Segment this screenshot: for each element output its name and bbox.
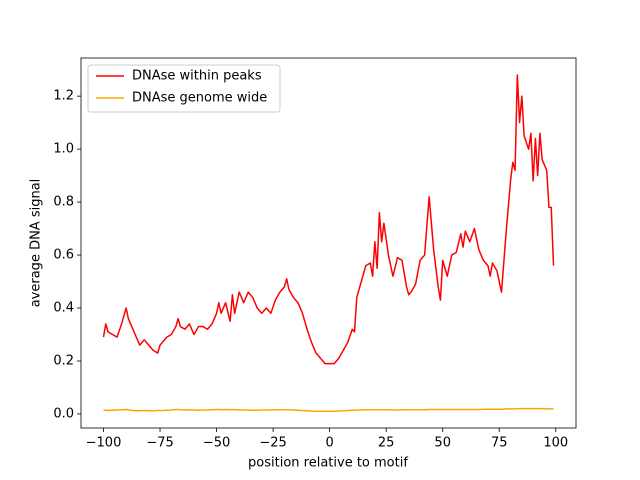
legend-label: DNAse genome wide xyxy=(132,91,267,106)
x-tick-label: −25 xyxy=(259,436,286,451)
data-line xyxy=(102,74,555,365)
legend-box xyxy=(87,64,281,113)
legend-label: DNAse within peaks xyxy=(132,69,262,84)
x-tick-label: −100 xyxy=(86,436,122,451)
y-tick-label: 0.8 xyxy=(53,195,74,210)
x-tick-label: −75 xyxy=(146,436,173,451)
y-tick-label: 0.6 xyxy=(53,248,74,263)
y-tick-label: 0.2 xyxy=(53,353,74,368)
x-tick-label: −50 xyxy=(203,436,230,451)
y-axis-label: average DNA signal xyxy=(29,179,44,308)
y-tick-label: 1.2 xyxy=(53,89,74,104)
y-tick-label: 0.0 xyxy=(53,406,74,421)
data-line xyxy=(103,407,554,413)
y-tick-label: 0.4 xyxy=(53,301,74,316)
plot-frame xyxy=(80,57,577,429)
x-tick-label: 25 xyxy=(378,436,395,451)
y-tick-label: 1.0 xyxy=(53,142,74,157)
x-tick-label: 75 xyxy=(491,436,508,451)
x-tick-label: 50 xyxy=(434,436,451,451)
x-tick-label: 100 xyxy=(543,436,568,451)
x-axis-label: position relative to motif xyxy=(248,456,408,471)
x-tick-label: 0 xyxy=(325,436,333,451)
